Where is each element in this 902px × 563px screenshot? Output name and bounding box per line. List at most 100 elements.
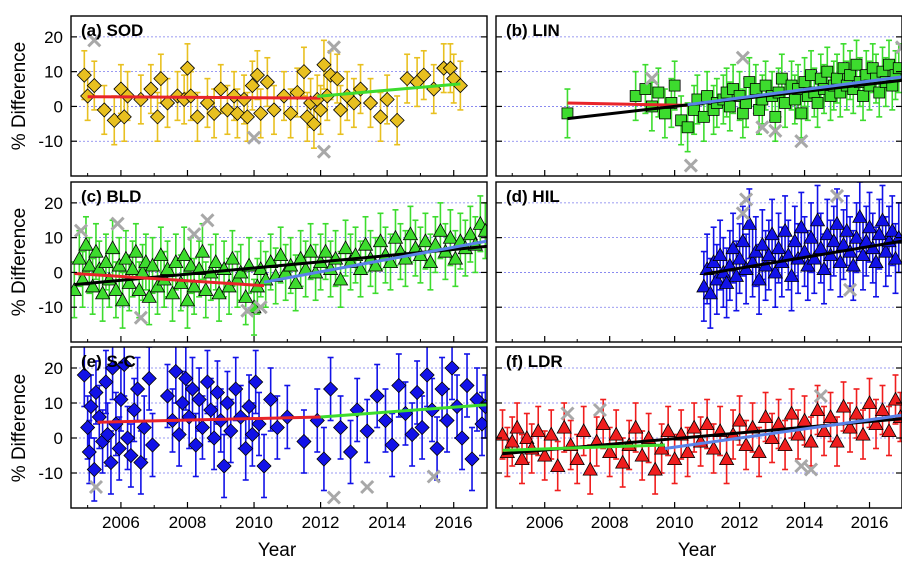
data-point-square — [561, 107, 574, 120]
data-point-triangle — [783, 268, 800, 282]
data-point-triangle — [387, 229, 404, 244]
data-point-diamond — [113, 391, 129, 408]
panel-e: -10 0 10 20 2006 2008 2010 2012 2014 2016 (e) S-C — [38, 346, 488, 532]
excluded-point — [803, 462, 819, 477]
data-point-diamond — [189, 109, 206, 125]
data-point-diamond — [123, 447, 139, 464]
data-point-diamond — [439, 412, 455, 429]
data-point-triangle — [874, 402, 891, 417]
excluded-point — [88, 479, 104, 495]
data-point-diamond — [333, 419, 349, 436]
trend-line — [97, 415, 321, 424]
data-point-triangle — [845, 257, 861, 272]
data-point-triangle — [84, 278, 101, 293]
excluded-point — [87, 33, 102, 48]
data-point-triangle — [332, 271, 349, 286]
data-point-square — [873, 86, 886, 99]
data-point-triangle — [803, 229, 819, 244]
data-point-triangle — [131, 282, 147, 296]
data-point-triangle — [569, 451, 585, 466]
data-point-diamond — [141, 370, 157, 387]
trend-line — [87, 95, 321, 100]
data-point-diamond — [80, 419, 96, 436]
data-point-triangle — [417, 233, 434, 248]
data-point-diamond — [379, 91, 395, 108]
data-point-diamond — [149, 109, 166, 125]
data-point-diamond — [88, 384, 104, 401]
data-point-triangle — [855, 426, 871, 441]
data-point-diamond — [362, 95, 379, 111]
data-point-diamond — [199, 95, 216, 111]
data-point-square — [759, 79, 772, 92]
data-point-triangle — [519, 430, 535, 445]
plot-area — [561, 39, 902, 173]
plot-area — [76, 347, 487, 505]
data-point-diamond — [136, 419, 152, 436]
excluded-point — [592, 402, 607, 418]
data-point-diamond — [126, 402, 142, 418]
y-tick-label: 20 — [44, 359, 63, 378]
data-point-triangle — [144, 257, 161, 272]
data-point-triangle — [98, 254, 114, 269]
data-point-triangle — [757, 409, 774, 424]
data-point-diamond — [266, 102, 282, 118]
data-point-triangle — [153, 247, 169, 262]
x-tick-label: 2012 — [721, 513, 759, 532]
data-point-triangle — [186, 278, 202, 293]
data-point-triangle — [705, 440, 722, 455]
data-point-diamond — [86, 461, 102, 478]
data-point-diamond — [233, 409, 249, 425]
data-point-triangle — [718, 451, 735, 466]
data-point-square — [675, 114, 688, 127]
data-point-diamond — [159, 388, 176, 404]
data-point-triangle — [770, 240, 787, 255]
excluded-point — [894, 45, 902, 55]
y-tick-label: 20 — [44, 194, 63, 213]
data-point-triangle — [608, 426, 624, 441]
data-point-triangle — [233, 264, 249, 279]
data-point-triangle — [71, 282, 83, 296]
x-tick-label: 2016 — [435, 513, 473, 532]
data-point-diamond — [316, 451, 332, 467]
data-point-triangle — [176, 247, 192, 262]
data-point-diamond — [116, 356, 132, 373]
data-point-triangle — [224, 250, 241, 265]
data-point-triangle — [887, 391, 902, 406]
y-tick-label: -10 — [38, 298, 63, 317]
data-point-square — [727, 83, 740, 95]
plot-area — [496, 374, 902, 495]
data-point-triangle — [367, 257, 384, 272]
data-point-diamond — [120, 430, 136, 446]
data-point-triangle — [848, 229, 865, 244]
excluded-point — [842, 282, 858, 297]
data-point-diamond — [359, 423, 375, 439]
data-point-triangle — [168, 254, 184, 269]
excluded-point — [794, 458, 809, 474]
excluded-point — [73, 223, 89, 238]
y-tick-label: 0 — [54, 263, 63, 282]
excluded-point — [813, 388, 828, 404]
data-point-triangle — [514, 451, 530, 466]
panel-frame — [70, 346, 488, 509]
data-point-diamond — [223, 423, 239, 439]
panel-frame — [495, 15, 902, 177]
data-point-diamond — [263, 391, 279, 408]
data-point-triangle — [614, 454, 631, 469]
data-point-square — [788, 93, 801, 106]
data-point-diamond — [369, 388, 385, 404]
data-point-triangle — [728, 268, 745, 282]
data-point-triangle — [809, 402, 826, 417]
excluded-point — [768, 123, 783, 138]
data-point-triangle — [477, 222, 487, 237]
data-point-diamond — [253, 105, 269, 121]
data-point-triangle — [777, 437, 793, 452]
data-point-diamond — [209, 384, 225, 401]
y-tick-label: 20 — [44, 28, 63, 47]
trend-line — [567, 101, 688, 107]
data-point-triangle — [790, 426, 806, 441]
data-point-triangle — [868, 254, 884, 269]
y-axis-title-top: % Difference — [9, 42, 30, 150]
data-point-triangle — [88, 243, 104, 258]
data-point-triangle — [764, 430, 780, 445]
data-point-square — [837, 62, 850, 75]
